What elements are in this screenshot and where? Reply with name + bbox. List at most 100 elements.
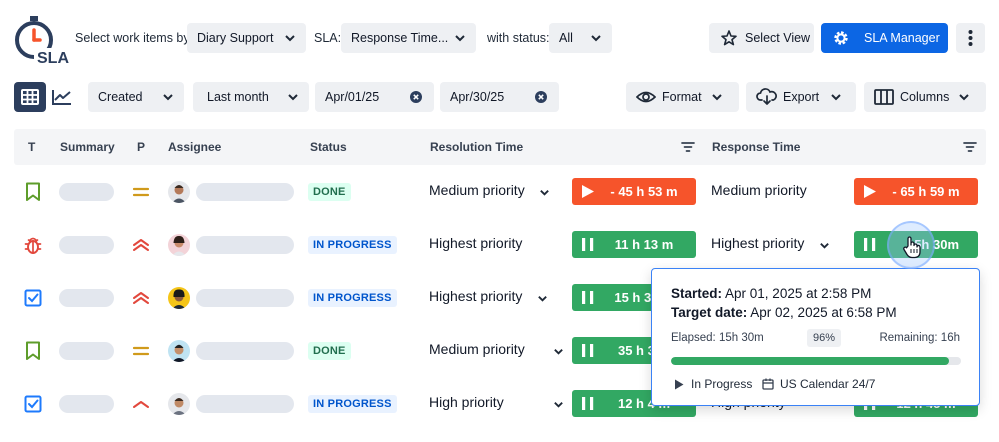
assignee-placeholder[interactable] [196, 236, 294, 254]
status-badge: IN PROGRESS [308, 236, 397, 254]
progress-bar-fill [671, 357, 950, 365]
response-sla-select[interactable]: Medium priority [711, 182, 807, 198]
table-row[interactable]: DONE Medium priority 35 h 3 m [14, 324, 986, 377]
table-row[interactable]: IN PROGRESS Highest priority 11 h 13 m H… [14, 218, 986, 271]
status-dropdown[interactable]: All [549, 23, 612, 53]
resolution-sla-select[interactable]: Highest priority [429, 235, 523, 251]
assignee-placeholder[interactable] [196, 342, 294, 360]
status-badge: DONE [308, 183, 351, 201]
chevron-down-icon[interactable] [819, 240, 830, 251]
started-line: Started: Apr 01, 2025 at 2:58 PM [671, 286, 871, 301]
header-assignee[interactable]: Assignee [168, 140, 222, 154]
sla-dropdown[interactable]: Response Time... [341, 23, 476, 53]
checkbox-icon [24, 395, 42, 413]
resolution-timer-text: - 45 h 53 m [610, 184, 678, 199]
response-timer[interactable]: - 65 h 59 m [854, 178, 978, 205]
response-sla-select[interactable]: Highest priority [711, 235, 805, 251]
status-badge: IN PROGRESS [308, 395, 397, 413]
resolution-sla-select[interactable]: Medium priority [429, 341, 525, 357]
format-label: Format [662, 90, 702, 104]
resolution-timer[interactable]: 12 h 4 m [572, 390, 696, 417]
elapsed-text: Elapsed: 15h 30m [671, 332, 764, 344]
clear-icon[interactable] [410, 91, 422, 103]
date-field-dropdown[interactable]: Created [88, 82, 184, 112]
sla-details-tooltip: Started: Apr 01, 2025 at 2:58 PM Target … [651, 268, 980, 406]
table-row[interactable]: DONE Medium priority - 45 h 53 m Medium … [14, 165, 986, 218]
header-resolution-time[interactable]: Resolution Time [430, 140, 524, 154]
export-button[interactable]: Export [746, 82, 856, 112]
status-value: All [559, 31, 573, 45]
view-toggle [14, 82, 78, 112]
sla-manager-label: SLA Manager [864, 31, 940, 45]
target-line: Target date: Apr 02, 2025 at 6:58 PM [671, 305, 897, 320]
sla-manager-button[interactable]: SLA Manager [821, 23, 948, 53]
date-range-dropdown[interactable]: Last month [193, 82, 309, 112]
date-to-input[interactable]: Apr/30/25 [440, 82, 559, 112]
summary-placeholder[interactable] [59, 183, 114, 201]
format-button[interactable]: Format [626, 82, 739, 112]
percent-badge: 96% [807, 329, 842, 347]
chevron-down-icon[interactable] [553, 346, 564, 357]
select-view-button[interactable]: Select View [709, 23, 814, 53]
chevron-down-icon[interactable] [539, 187, 550, 198]
table-toolbar: Created Last month Apr/01/25 Apr/30/25 F… [0, 80, 999, 114]
chevron-down-icon[interactable] [537, 293, 548, 304]
play-icon [582, 185, 594, 198]
assignee-placeholder[interactable] [196, 395, 294, 413]
highest-priority-icon [133, 292, 149, 304]
chevron-down-icon[interactable] [553, 399, 564, 410]
progress-bar [671, 357, 961, 365]
pause-icon [582, 397, 594, 410]
resolution-sla-select[interactable]: Highest priority [429, 288, 523, 304]
started-label: Started: [671, 286, 723, 301]
filter-icon[interactable] [963, 140, 977, 154]
resolution-timer[interactable]: - 45 h 53 m [572, 178, 696, 205]
pause-icon [582, 238, 594, 251]
header-priority[interactable]: P [137, 140, 146, 154]
avatar [168, 340, 190, 362]
highest-priority-icon [133, 239, 149, 251]
header-response-time[interactable]: Response Time [712, 140, 801, 154]
status-label: with status: [487, 31, 550, 45]
header-summary[interactable]: Summary [60, 140, 115, 154]
clear-icon[interactable] [535, 91, 547, 103]
summary-placeholder[interactable] [59, 236, 114, 254]
resolution-sla-select[interactable]: Medium priority [429, 182, 525, 198]
summary-placeholder[interactable] [59, 289, 114, 307]
date-from-input[interactable]: Apr/01/25 [315, 82, 434, 112]
assignee-placeholder[interactable] [196, 183, 294, 201]
columns-label: Columns [900, 90, 950, 104]
top-bar: SLA Select work items by: Diary Support … [0, 0, 999, 76]
date-to-value: Apr/30/25 [450, 90, 505, 104]
avatar [168, 287, 190, 309]
avatar [168, 181, 190, 203]
bookmark-icon [26, 341, 40, 360]
avatar [168, 234, 190, 256]
target-label: Target date: [671, 305, 748, 320]
avatar [168, 393, 190, 415]
table-view-button[interactable] [14, 82, 46, 112]
header-status[interactable]: Status [310, 140, 347, 154]
header-type[interactable]: T [28, 140, 36, 154]
star-icon [721, 30, 737, 46]
more-button[interactable] [956, 23, 985, 53]
chart-view-button[interactable] [46, 82, 78, 112]
columns-icon [874, 89, 894, 105]
select-by-value: Diary Support [197, 31, 274, 45]
status-badge: DONE [308, 342, 351, 360]
summary-placeholder[interactable] [59, 342, 114, 360]
resolution-timer[interactable]: 11 h 13 m [572, 231, 696, 258]
summary-placeholder[interactable] [59, 395, 114, 413]
calendar-indicator: US Calendar 24/7 [762, 377, 875, 391]
select-by-dropdown[interactable]: Diary Support [187, 23, 306, 53]
date-from-value: Apr/01/25 [325, 90, 380, 104]
hand-cursor-icon [903, 236, 921, 259]
chevron-down-icon [712, 94, 722, 101]
columns-button[interactable]: Columns [864, 82, 986, 112]
export-label: Export [783, 90, 820, 104]
filter-icon[interactable] [681, 140, 695, 154]
assignee-placeholder[interactable] [196, 289, 294, 307]
resolution-sla-select[interactable]: High priority [429, 394, 504, 410]
pause-icon [582, 344, 594, 357]
chevron-down-icon [285, 35, 295, 42]
